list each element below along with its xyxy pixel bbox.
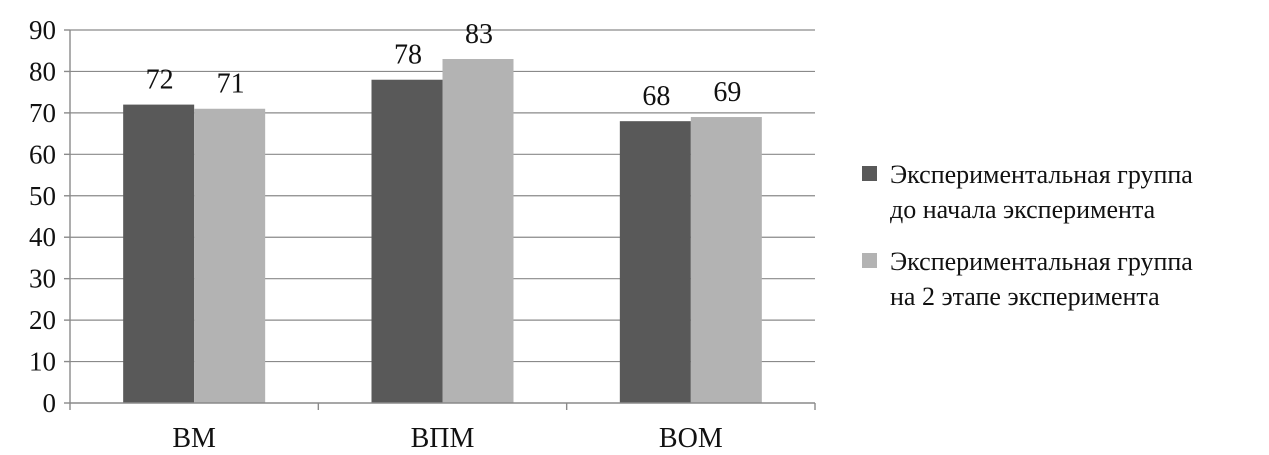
- bar-ВПМ-series-2: [442, 59, 514, 404]
- y-tick-label: 50: [29, 181, 56, 211]
- y-tick-label: 40: [29, 222, 56, 252]
- y-tick-label: 0: [43, 388, 57, 418]
- y-tick-label: 30: [29, 264, 56, 294]
- axes: 0 10 20 30 40 50 60 70 80 90 ВМ ВПМ ВОМ: [29, 15, 816, 454]
- x-tick-label: ВОМ: [659, 423, 723, 450]
- legend-label: на 2 этапе эксперимента: [890, 282, 1160, 311]
- bar-ВОМ-series-1: [619, 121, 691, 403]
- y-tick-label: 90: [29, 15, 56, 45]
- bars: [123, 59, 762, 404]
- data-labels: 72 71 78 83 68 69: [146, 19, 742, 112]
- data-label: 78: [394, 40, 422, 71]
- bar-ВМ-series-1: [123, 104, 195, 403]
- data-label: 72: [146, 65, 174, 96]
- x-tick-label: ВМ: [172, 423, 216, 450]
- legend-label: Экспериментальная группа: [890, 160, 1193, 189]
- legend-label: Экспериментальная группа: [890, 247, 1193, 276]
- data-label: 68: [642, 81, 670, 112]
- bar-ВОМ-series-2: [690, 117, 762, 404]
- legend-swatch: [862, 253, 877, 268]
- data-label: 71: [217, 69, 245, 100]
- y-tick-label: 20: [29, 305, 56, 335]
- data-label: 69: [713, 77, 741, 108]
- legend: Экспериментальная группа до начала экспер…: [862, 160, 1193, 311]
- legend-label: до начала эксперимента: [890, 195, 1156, 224]
- legend-swatch: [862, 166, 877, 181]
- x-tick-label: ВПМ: [411, 423, 475, 450]
- y-tick-label: 10: [29, 347, 56, 377]
- y-tick-label: 80: [29, 56, 56, 86]
- legend-entry-2: Экспериментальная группа на 2 этапе экспе…: [862, 247, 1193, 311]
- y-tick-label: 70: [29, 98, 56, 128]
- y-tick-label: 60: [29, 139, 56, 169]
- bar-ВПМ-series-1: [371, 79, 443, 403]
- legend-entry-1: Экспериментальная группа до начала экспер…: [862, 160, 1193, 224]
- bar-ВМ-series-2: [194, 108, 266, 403]
- data-label: 83: [465, 19, 493, 50]
